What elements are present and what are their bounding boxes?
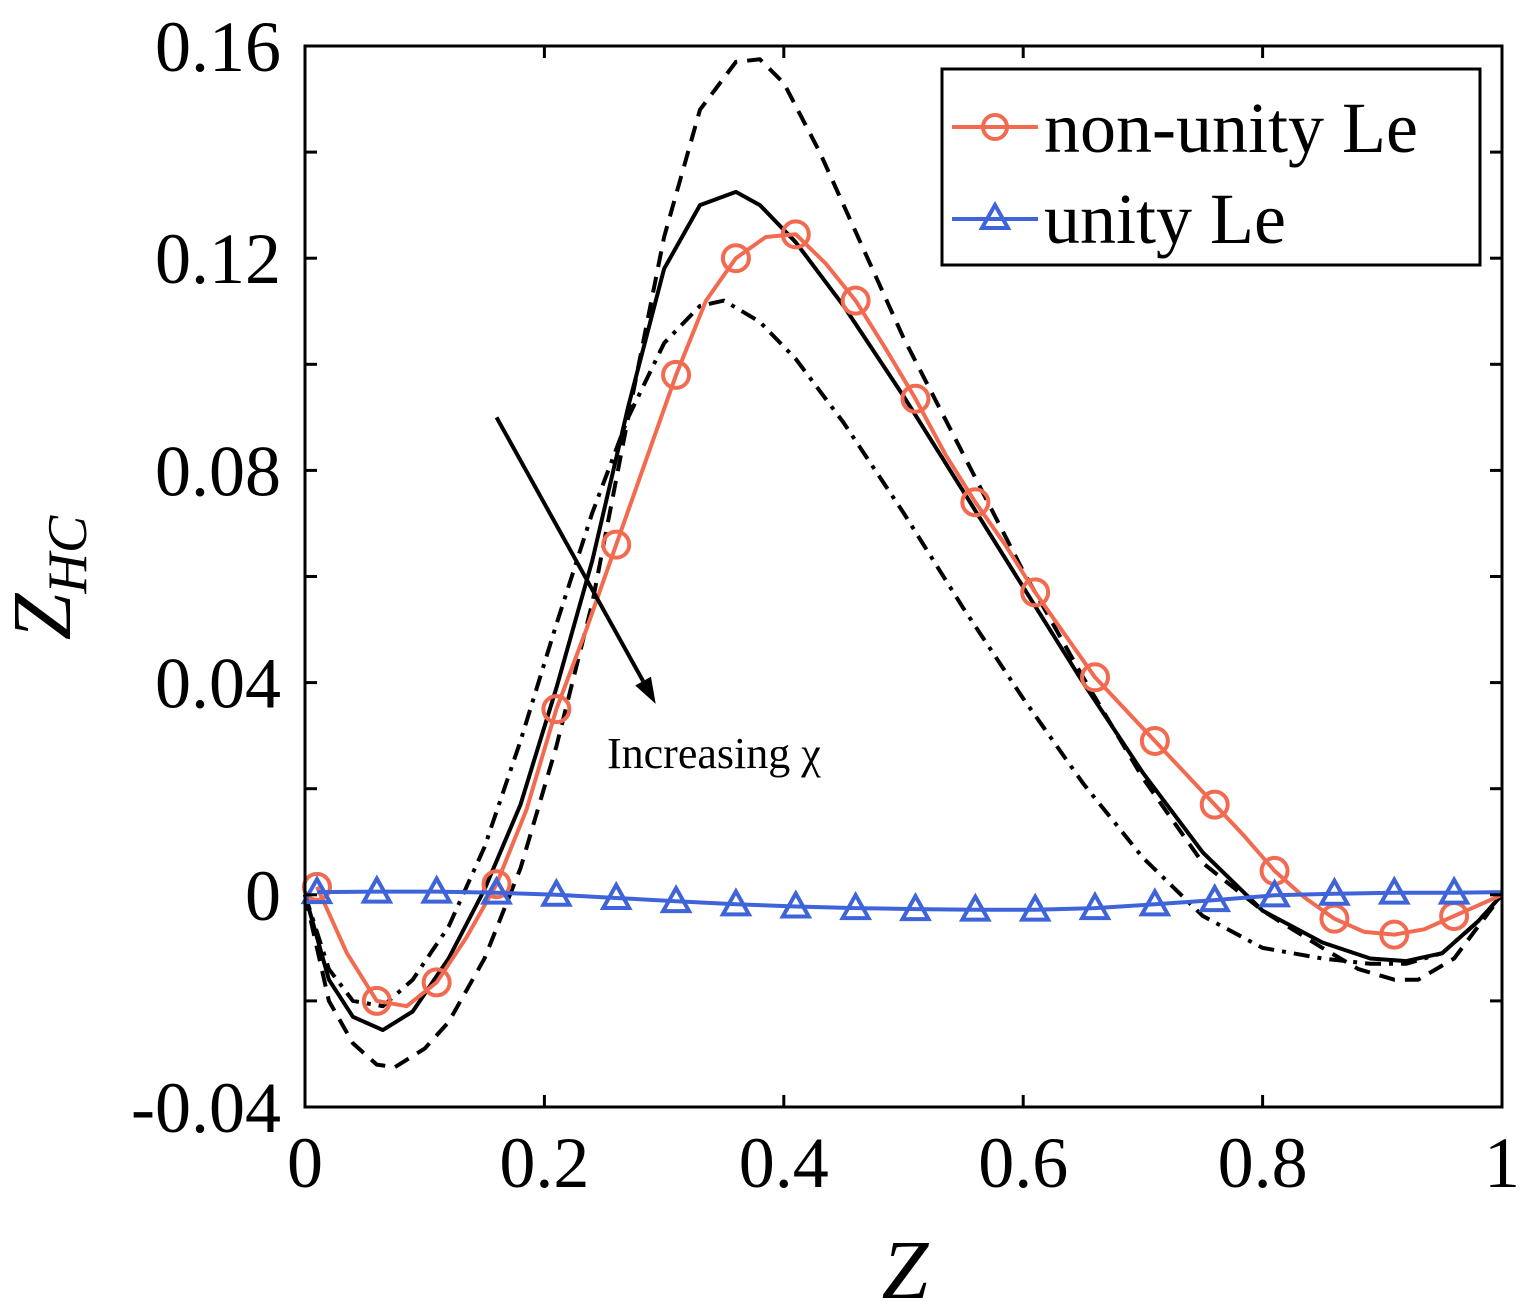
- y-tick-label: 0: [245, 856, 281, 936]
- annotation-label: Increasing χ: [607, 729, 821, 778]
- data-point-non-unity-le: [1379, 919, 1410, 950]
- series-line-non-unity-le: [315, 232, 1503, 1009]
- series-line-unity-le: [316, 889, 1503, 912]
- legend-label-non-unity: non-unity Le: [1044, 88, 1418, 168]
- data-point-non-unity-le: [840, 285, 871, 316]
- y-tick-label: -0.04: [131, 1068, 281, 1148]
- legend-entry-unity: unity Le: [952, 179, 1286, 259]
- data-point-unity-le: [719, 887, 753, 917]
- data-point-non-unity-le: [1080, 662, 1111, 693]
- annotation: Increasing χ: [494, 416, 821, 778]
- legend-marker-circle: [981, 113, 1009, 141]
- data-point-unity-le: [599, 880, 633, 910]
- data-point-unity-le: [659, 884, 693, 914]
- data-point-unity-le: [1317, 876, 1351, 906]
- data-point-non-unity-le: [661, 359, 692, 390]
- annotation-arrowhead: [635, 676, 656, 704]
- y-axis-title-main: Z: [0, 592, 89, 640]
- data-point-unity-le: [1078, 890, 1112, 921]
- x-tick-label: 0.4: [739, 1123, 829, 1203]
- data-point-unity-le: [1198, 883, 1232, 913]
- data-point-unity-le: [1258, 878, 1291, 908]
- data-point-non-unity-le: [601, 529, 632, 560]
- data-point-non-unity-le: [361, 985, 392, 1016]
- data-point-non-unity-le: [481, 869, 512, 900]
- x-tick-label: 0.2: [499, 1123, 589, 1203]
- annotation-arrow: [494, 416, 645, 683]
- data-point-unity-le: [480, 875, 513, 905]
- data-point-non-unity-le: [720, 243, 751, 274]
- series-line-solid: [303, 189, 1504, 1033]
- data-point-unity-le: [1377, 875, 1411, 905]
- data-point-non-unity-le: [1199, 789, 1230, 820]
- data-point-non-unity-le: [541, 694, 572, 725]
- data-point-unity-le: [1138, 887, 1172, 917]
- y-tick-label: 0.12: [155, 219, 281, 299]
- legend-label-unity: unity Le: [1044, 179, 1286, 259]
- data-point-unity-le: [300, 875, 334, 905]
- svg-text:ZHC: ZHC: [0, 515, 99, 640]
- x-tick-label: 0.8: [1218, 1123, 1308, 1203]
- legend-box: [940, 67, 1482, 267]
- legend-entry-non-unity: non-unity Le: [952, 88, 1418, 168]
- y-tick-label: 0.08: [155, 431, 281, 511]
- axes-layer: [303, 44, 1504, 1109]
- legend-marker-triangle: [978, 200, 1012, 230]
- data-point-unity-le: [779, 889, 813, 919]
- data-point-unity-le: [899, 892, 932, 922]
- data-point-unity-le: [420, 874, 454, 904]
- x-axis-title: Z: [882, 1224, 930, 1310]
- data-point-non-unity-le: [421, 967, 452, 998]
- x-tick-label: 1: [1484, 1123, 1520, 1203]
- data-point-unity-le: [1437, 875, 1471, 905]
- y-axis-title-subscript: HC: [37, 515, 99, 594]
- data-point-non-unity-le: [900, 383, 931, 414]
- y-tick-label: 0.16: [155, 7, 281, 87]
- data-point-unity-le: [1018, 892, 1052, 922]
- legend: non-unity Le unity Le: [940, 67, 1482, 267]
- data-point-unity-le: [958, 892, 992, 922]
- data-point-non-unity-le: [960, 487, 991, 518]
- y-axis-title: ZHC: [0, 515, 99, 640]
- x-tick-label: 0.6: [978, 1123, 1068, 1203]
- data-point-unity-le: [539, 877, 573, 907]
- series-layer: [300, 57, 1504, 1070]
- data-point-non-unity-le: [1020, 577, 1051, 608]
- y-tick-label: 0.04: [155, 644, 281, 724]
- data-point-unity-le: [839, 890, 873, 921]
- x-tick-label: 0: [287, 1123, 323, 1203]
- series-line-dash-dot: [303, 298, 1504, 1009]
- data-point-non-unity-le: [780, 219, 811, 250]
- data-point-unity-le: [360, 874, 394, 904]
- data-point-non-unity-le: [1139, 725, 1170, 756]
